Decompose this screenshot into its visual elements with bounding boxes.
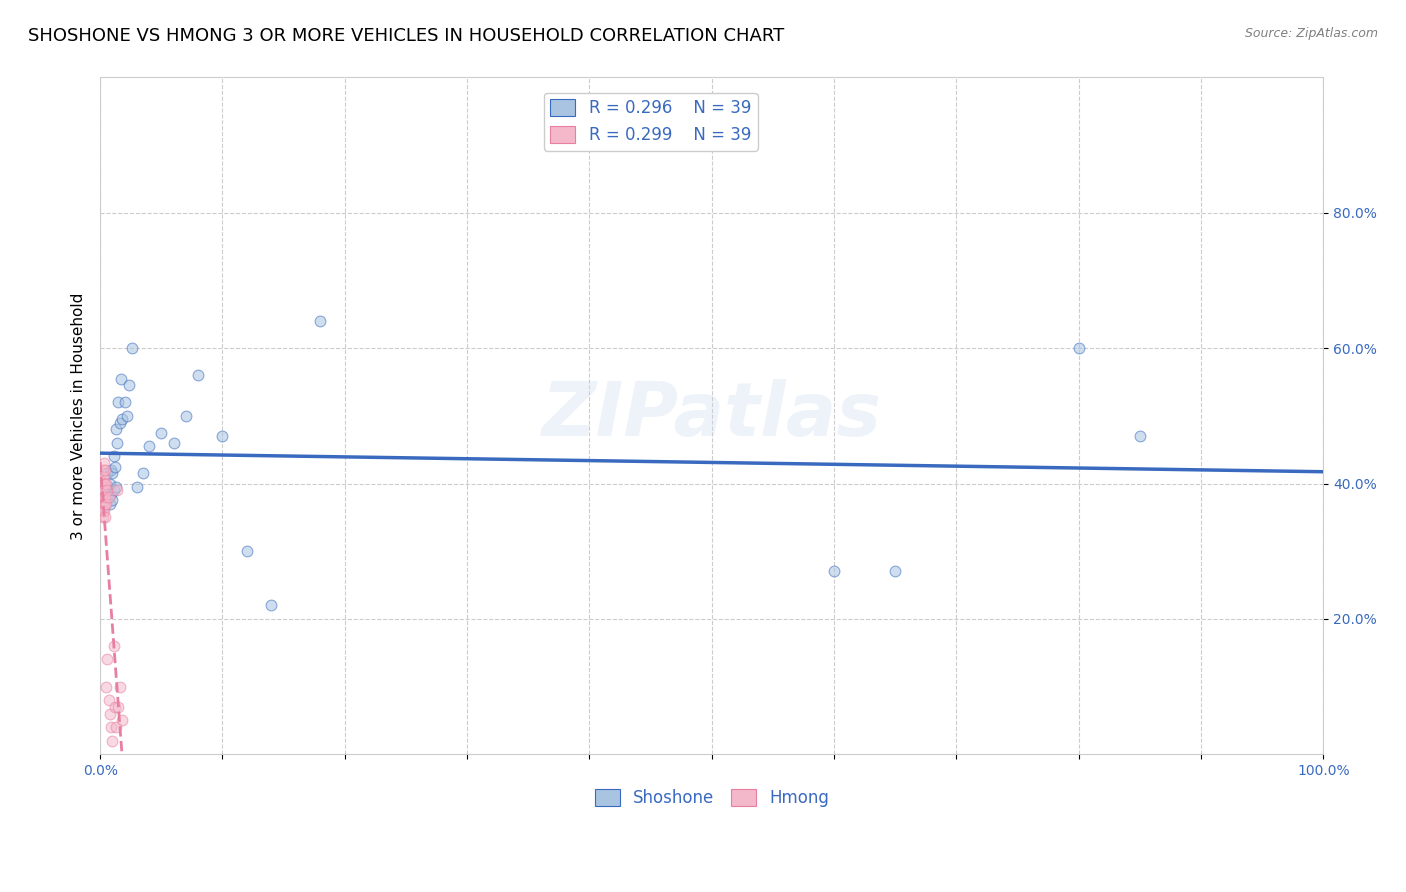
Point: [94, 497, 117, 511]
Point: [93, 490, 115, 504]
Text: SHOSHONE VS HMONG 3 OR MORE VEHICLES IN HOUSEHOLD CORRELATION CHART: SHOSHONE VS HMONG 3 OR MORE VEHICLES IN …: [28, 27, 785, 45]
Point: [96, 480, 118, 494]
Point: [111, 412, 134, 426]
Text: ZIPatlas: ZIPatlas: [541, 379, 882, 452]
Point: [114, 395, 136, 409]
Text: Source: ZipAtlas.com: Source: ZipAtlas.com: [1244, 27, 1378, 40]
Point: [260, 599, 283, 613]
Point: [1129, 429, 1152, 443]
Point: [125, 480, 148, 494]
Point: [174, 409, 197, 423]
Point: [150, 425, 173, 440]
Point: [93, 497, 115, 511]
Point: [104, 459, 127, 474]
Point: [108, 680, 131, 694]
Point: [91, 503, 114, 517]
Legend: Shoshone, Hmong: Shoshone, Hmong: [588, 782, 835, 814]
Point: [111, 714, 134, 728]
Point: [91, 510, 114, 524]
Point: [94, 510, 117, 524]
Point: [236, 544, 259, 558]
Point: [91, 476, 114, 491]
Point: [90, 483, 112, 498]
Point: [90, 476, 112, 491]
Point: [107, 395, 129, 409]
Point: [98, 706, 121, 721]
Point: [107, 699, 129, 714]
Point: [93, 503, 115, 517]
Point: [105, 422, 128, 436]
Point: [96, 483, 118, 498]
Point: [91, 463, 114, 477]
Point: [104, 699, 127, 714]
Point: [105, 480, 128, 494]
Point: [101, 493, 124, 508]
Point: [94, 476, 117, 491]
Point: [100, 720, 122, 734]
Point: [105, 436, 128, 450]
Point: [103, 639, 125, 653]
Point: [105, 483, 128, 498]
Point: [93, 469, 115, 483]
Point: [91, 469, 114, 483]
Point: [187, 368, 209, 383]
Point: [93, 500, 115, 515]
Point: [103, 483, 125, 498]
Point: [100, 463, 122, 477]
Point: [94, 463, 117, 477]
Point: [110, 371, 132, 385]
Point: [98, 497, 121, 511]
Point: [103, 450, 125, 464]
Point: [96, 467, 118, 481]
Point: [132, 467, 155, 481]
Point: [93, 476, 115, 491]
Point: [96, 497, 118, 511]
Point: [101, 467, 124, 481]
Point: [97, 490, 120, 504]
Point: [96, 490, 118, 504]
Y-axis label: 3 or more Vehicles in Household: 3 or more Vehicles in Household: [72, 293, 86, 540]
Point: [100, 486, 122, 500]
Point: [98, 476, 121, 491]
Point: [1067, 341, 1090, 355]
Point: [93, 483, 115, 498]
Point: [211, 429, 233, 443]
Point: [121, 341, 143, 355]
Point: [90, 497, 112, 511]
Point: [93, 490, 115, 504]
Point: [91, 490, 114, 504]
Point: [118, 378, 141, 392]
Point: [96, 476, 118, 491]
Point: [96, 680, 118, 694]
Point: [101, 733, 124, 747]
Point: [309, 314, 332, 328]
Point: [105, 720, 128, 734]
Point: [108, 416, 131, 430]
Point: [97, 693, 120, 707]
Point: [96, 652, 118, 666]
Point: [884, 565, 907, 579]
Point: [823, 565, 845, 579]
Point: [115, 409, 138, 423]
Point: [138, 439, 160, 453]
Point: [94, 490, 117, 504]
Point: [162, 436, 184, 450]
Point: [93, 456, 115, 470]
